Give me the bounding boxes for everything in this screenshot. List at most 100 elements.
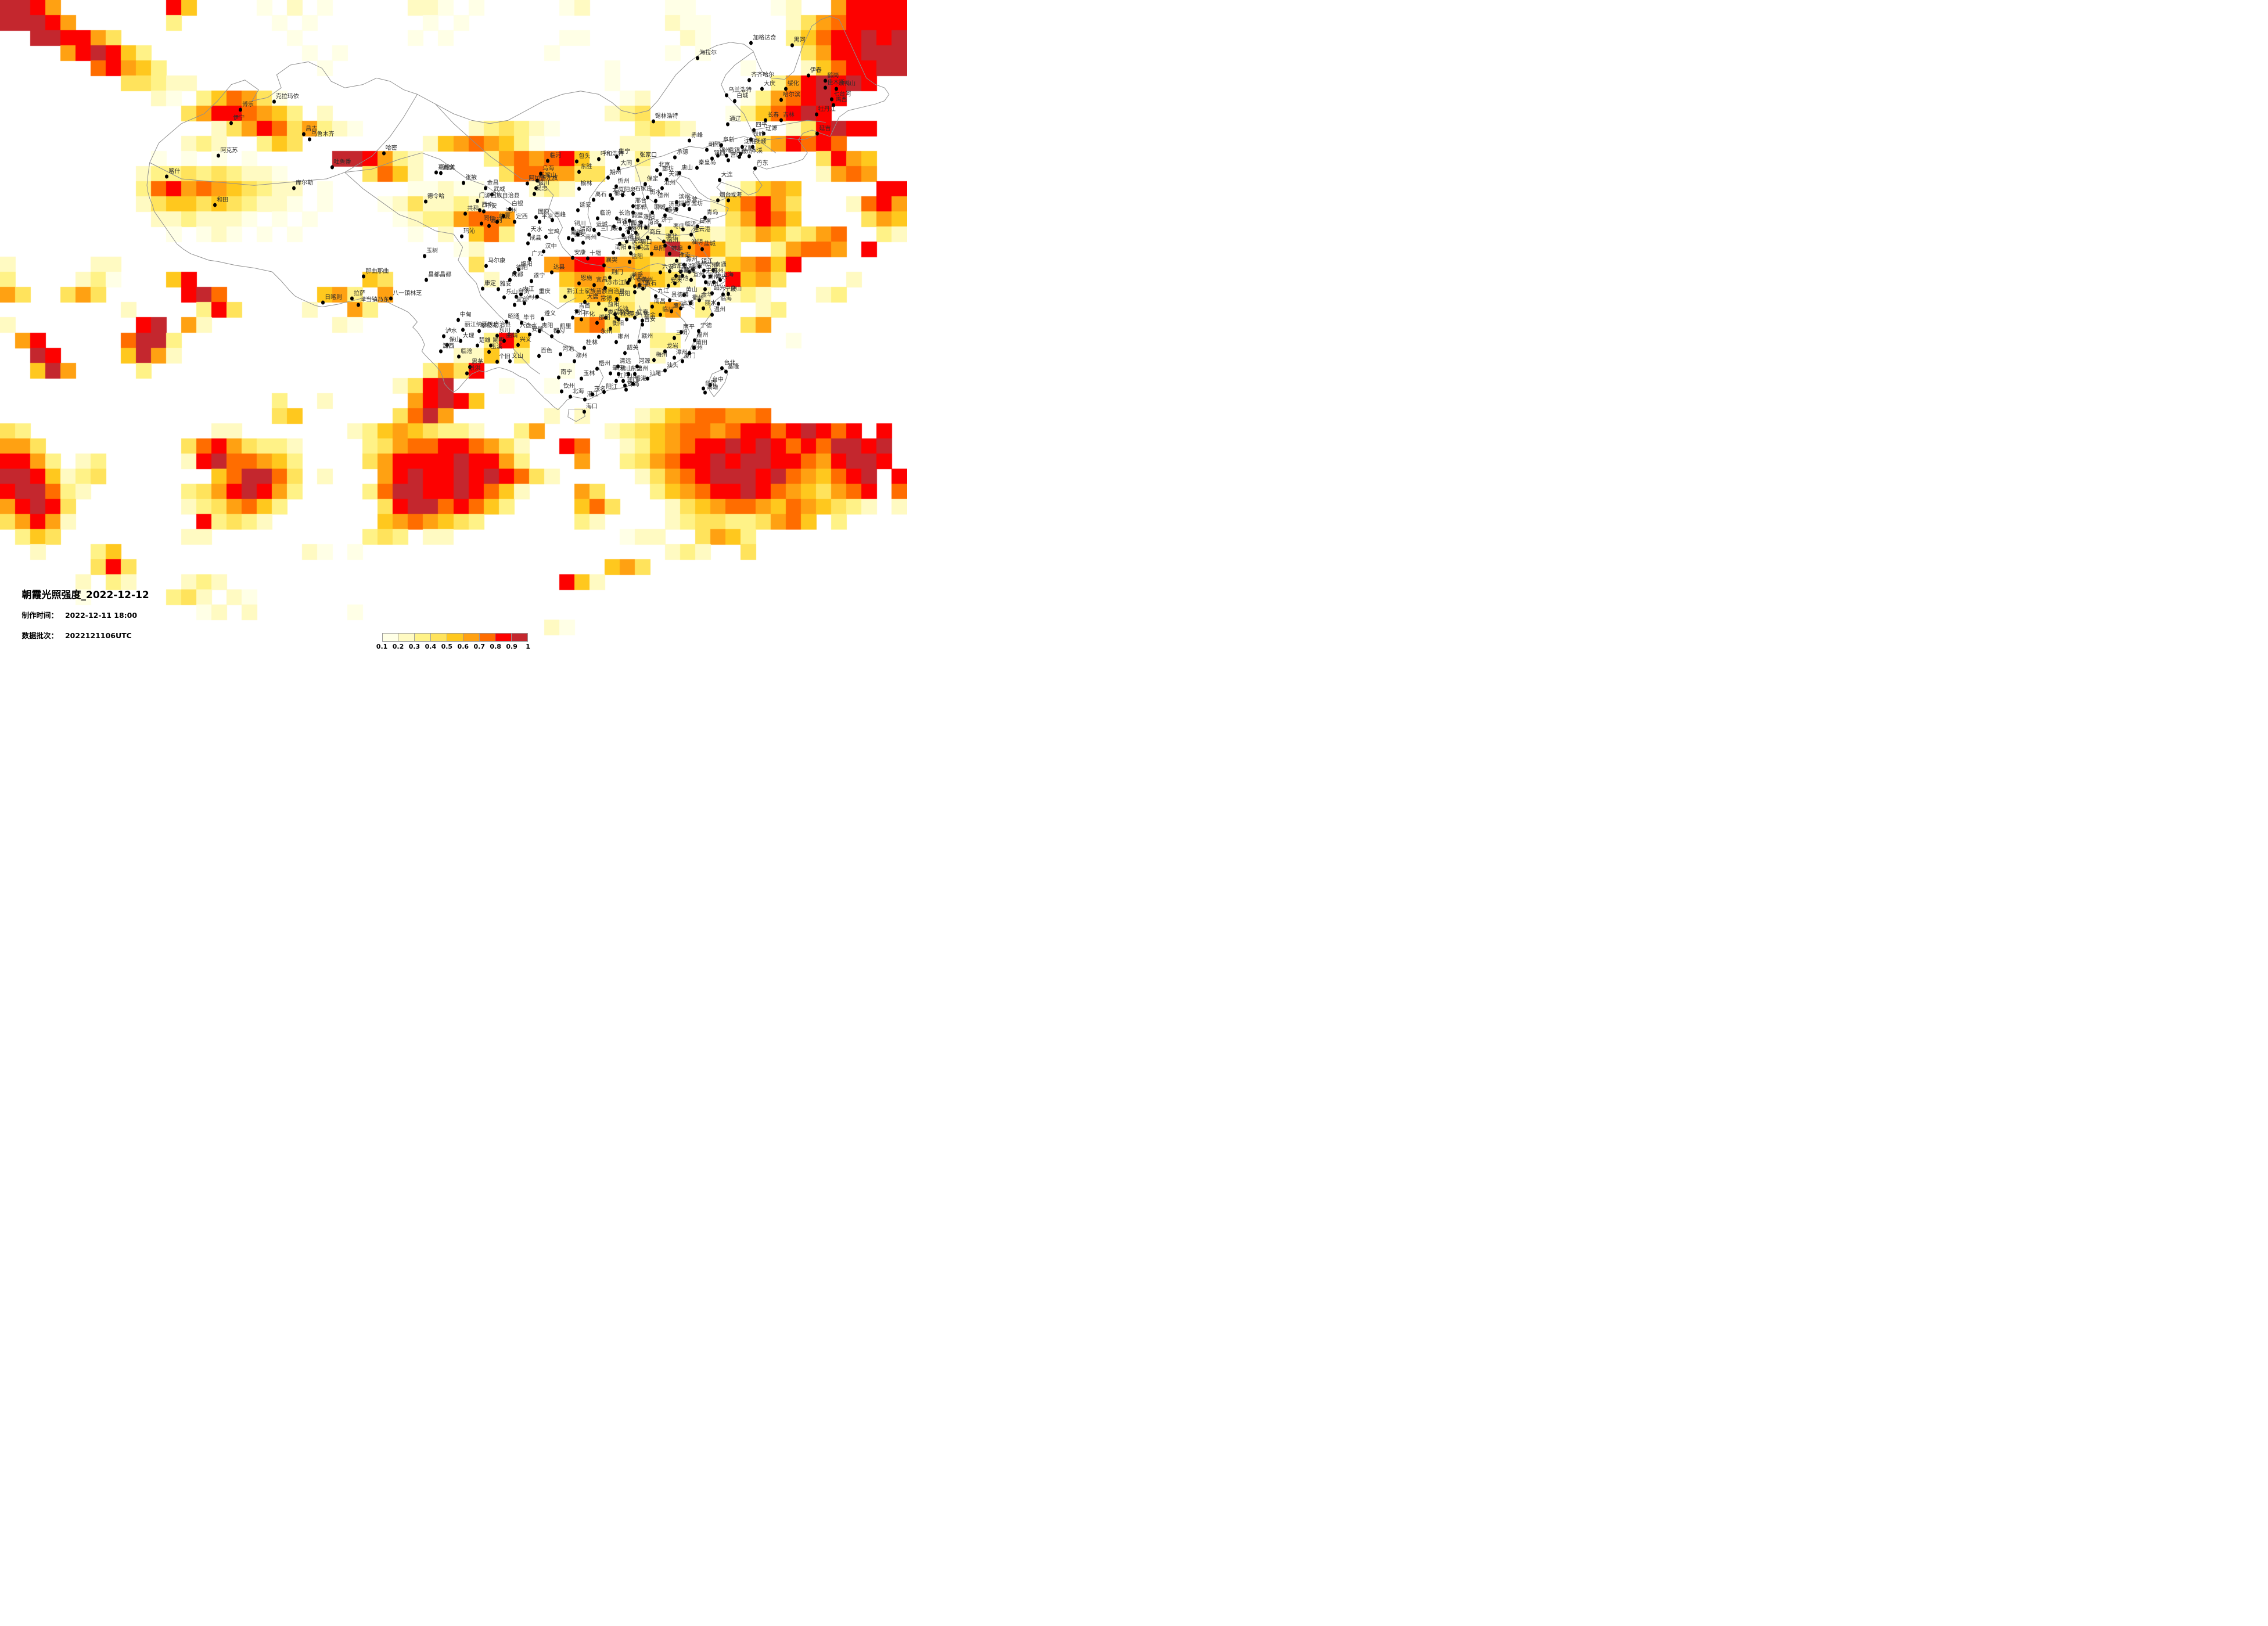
city-label: 唐山 <box>681 164 693 171</box>
city-dot <box>814 112 818 117</box>
city-dot <box>641 286 645 291</box>
city-label: 嘉兴 <box>716 274 728 281</box>
city-dot <box>522 301 526 305</box>
city-dot <box>712 280 716 285</box>
city-label: 攀枝花 <box>480 323 498 330</box>
city-label: 承德 <box>677 149 689 156</box>
legend-tick: 0.8 <box>490 642 501 650</box>
city-label: 临沂 <box>685 221 697 228</box>
city-dot <box>559 352 563 357</box>
city-dot <box>604 315 608 320</box>
city-label: 福州 <box>696 332 709 339</box>
city-dot <box>537 354 541 358</box>
made-time-row: 制作时间： 2022-12-11 18:00 <box>21 609 149 620</box>
city-label: 鞍山 <box>741 148 753 155</box>
city-dot <box>576 232 580 237</box>
city-label: 张掖 <box>465 174 477 181</box>
city-label: 临海 <box>720 296 732 303</box>
city-label: 台北 <box>724 359 736 366</box>
city-dot <box>824 85 828 90</box>
city-dot <box>621 379 626 383</box>
city-dot <box>659 270 663 275</box>
city-label: 株洲 <box>620 311 632 318</box>
city-label: 东莞 <box>630 366 642 372</box>
city-dot <box>541 249 545 254</box>
city-label: 西宁 <box>481 202 494 208</box>
city-label: 兰州 <box>505 207 517 214</box>
city-dot <box>520 321 524 325</box>
city-label: 开封 <box>637 224 649 231</box>
city-label: 克拉玛依 <box>275 93 299 100</box>
city-dot <box>674 274 678 278</box>
city-dot <box>302 132 306 136</box>
legend-swatch <box>495 632 512 642</box>
city-label: 昆明 <box>493 337 505 344</box>
city-dot <box>608 275 612 280</box>
city-dot <box>717 178 721 182</box>
city-dot <box>533 192 537 196</box>
city-label: 襄樊 <box>606 257 618 264</box>
legend-swatch <box>431 632 447 642</box>
city-label: 锦州 <box>719 147 731 154</box>
province-line <box>345 172 481 296</box>
city-label: 白银 <box>511 200 523 207</box>
city-label: 宿州 <box>666 238 678 244</box>
city-label: 清远 <box>619 358 631 365</box>
city-label: 六安 <box>662 264 674 271</box>
city-label: 大庆 <box>764 81 776 88</box>
city-label: 湖州 <box>707 274 720 281</box>
city-dot <box>725 93 729 98</box>
city-label: 白城 <box>736 92 749 99</box>
city-dot <box>628 251 632 256</box>
city-dot <box>835 87 839 91</box>
city-label: 吴忠 <box>536 185 548 192</box>
city-label: 无锡 <box>706 268 718 275</box>
city-dot <box>213 203 217 207</box>
hainan-outline <box>568 409 585 421</box>
city-dot <box>356 303 360 307</box>
city-dot <box>660 186 664 190</box>
city-dot <box>217 153 221 158</box>
city-label: 贵阳 <box>541 323 553 330</box>
province-line <box>436 104 544 185</box>
city-label: 绍兴 <box>714 285 726 292</box>
city-dot <box>678 306 682 311</box>
city-dot <box>663 349 667 354</box>
city-dot <box>508 359 512 364</box>
city-label: 晋城 <box>616 218 628 225</box>
city-dot <box>459 339 463 343</box>
city-label: 乌鲁木齐 <box>311 131 335 138</box>
legend-swatch <box>447 632 463 642</box>
city-label: 邯郸 <box>635 204 647 211</box>
city-label: 肇庆 <box>612 365 624 372</box>
city-dot <box>595 321 599 325</box>
city-label: 广元 <box>531 250 544 257</box>
city-label: 汕头 <box>666 362 678 369</box>
city-label: 日喀则 <box>325 294 343 301</box>
batch-label: 数据批次： <box>21 631 58 641</box>
city-label: 博乐 <box>242 102 254 109</box>
city-label: 玉林 <box>583 370 595 377</box>
city-label: 平顶山 <box>621 236 639 242</box>
city-label: 合肥 <box>671 263 683 270</box>
city-label: 舟山 <box>730 286 742 293</box>
city-label: 共和 <box>467 206 479 213</box>
province-line <box>345 153 513 205</box>
city-dot <box>463 211 468 216</box>
city-label: 南宁 <box>560 369 573 376</box>
city-label: 衡水 <box>649 189 662 196</box>
city-label: 日照 <box>699 218 711 225</box>
city-label: 盐城 <box>703 240 716 247</box>
city-label: 安顺 <box>531 326 544 333</box>
province-line <box>544 185 599 265</box>
city-label: 重庆 <box>538 288 551 295</box>
city-label: 柳州 <box>576 352 588 359</box>
city-label: 和田 <box>217 196 229 203</box>
city-dot <box>667 283 671 288</box>
city-dot <box>462 181 466 185</box>
legend-swatch <box>382 632 399 642</box>
city-label: 榆林 <box>580 180 592 187</box>
city-label: 喀什 <box>168 168 181 175</box>
city-dot <box>508 278 512 282</box>
city-dot <box>675 258 679 263</box>
